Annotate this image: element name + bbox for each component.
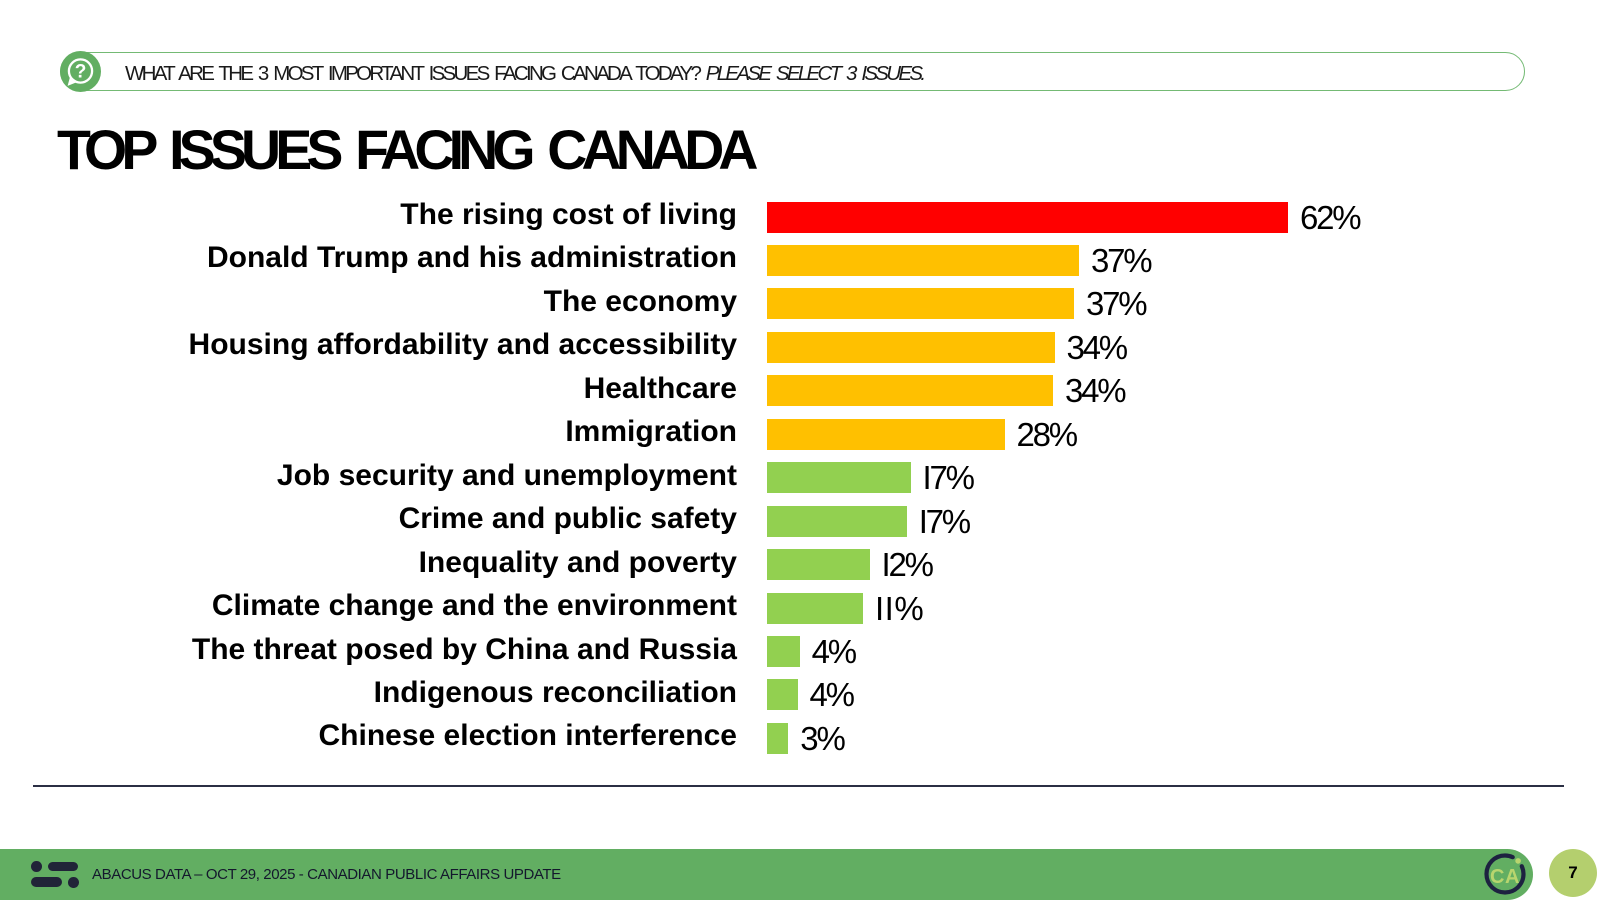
svg-text:CA: CA: [1490, 866, 1520, 888]
svg-text:?: ?: [75, 62, 87, 83]
